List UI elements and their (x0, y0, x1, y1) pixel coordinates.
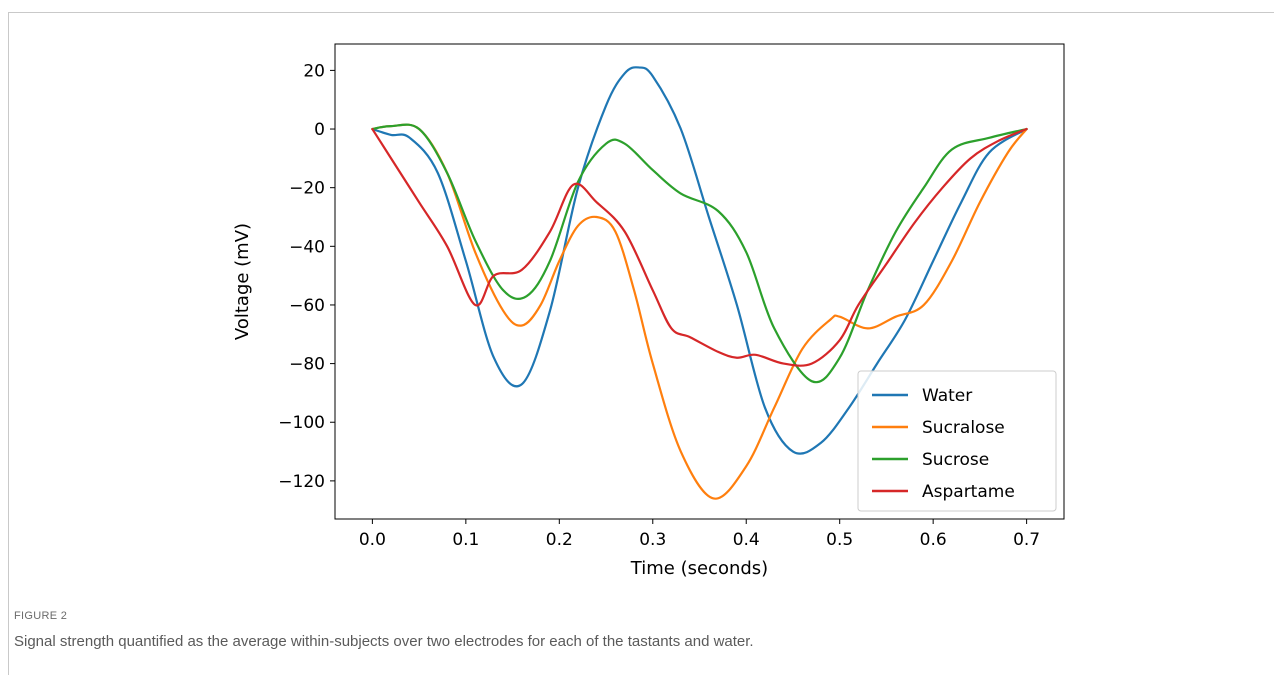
legend-box (857, 370, 1057, 512)
y-tick-label: −100 (278, 413, 325, 433)
y-tick-label: 0 (314, 120, 325, 140)
x-tick-label: 0.7 (1013, 530, 1040, 550)
legend-label-water: Water (922, 386, 972, 406)
x-tick-label: 0.1 (452, 530, 479, 550)
y-tick-label: −40 (289, 237, 325, 257)
y-tick-label: −60 (289, 296, 325, 316)
figure-label: FIGURE 2 (14, 610, 68, 622)
x-tick-label: 0.4 (733, 530, 760, 550)
series-line-aspartame (371, 127, 1028, 367)
y-tick-label: −120 (278, 472, 325, 492)
x-axis-label: Time (seconds) (630, 558, 768, 579)
x-tick-label: 0.6 (920, 530, 947, 550)
series-line-sucrose (371, 123, 1028, 384)
y-tick-label: −80 (289, 355, 325, 375)
plot-frame (334, 43, 1065, 520)
series-line-water (371, 66, 1028, 455)
y-tick-label: −20 (289, 179, 325, 199)
figure-frame (8, 12, 1274, 675)
x-tick-label: 0.3 (639, 530, 666, 550)
legend-label-sucralose: Sucralose (922, 418, 1005, 438)
y-tick-label: 20 (303, 61, 325, 81)
legend-label-sucrose: Sucrose (922, 450, 989, 470)
line-chart: 0.0 0.1 0.2 0.3 0.4 0.5 0.6 0.7 20 0 −20 −40 −60 −80 −… (232, 43, 1065, 579)
y-axis-label: Voltage (mV) (232, 223, 253, 340)
series-line-sucralose (371, 123, 1028, 500)
x-tick-label: 0.0 (359, 530, 386, 550)
x-tick-label: 0.2 (546, 530, 573, 550)
x-tick-label: 0.5 (826, 530, 853, 550)
legend-label-aspartame: Aspartame (922, 482, 1015, 502)
figure-caption: Signal strength quantified as the averag… (14, 633, 754, 650)
